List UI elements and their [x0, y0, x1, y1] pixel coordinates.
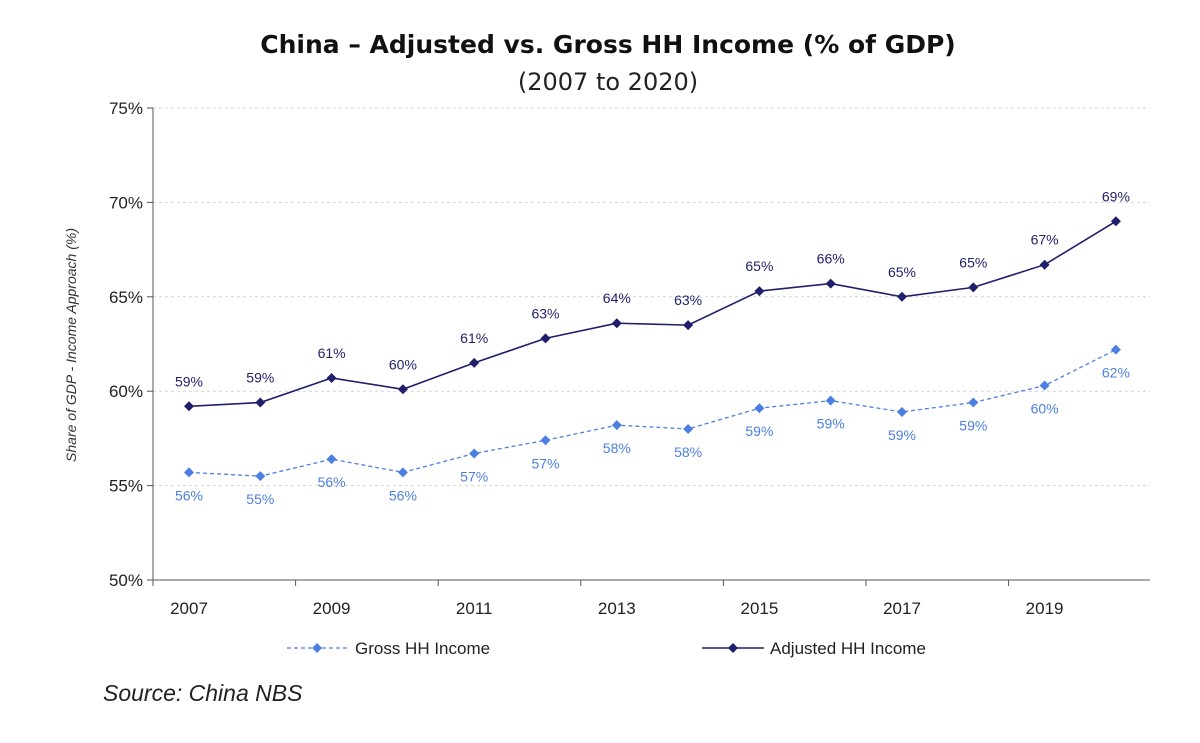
- data-label-adjusted: 59%: [175, 373, 203, 389]
- data-label-adjusted: 61%: [318, 345, 346, 361]
- data-point-gross: [397, 467, 408, 478]
- chart-title: China – Adjusted vs. Gross HH Income (% …: [260, 30, 955, 59]
- data-point-gross: [255, 471, 266, 482]
- data-point-adjusted: [825, 278, 836, 289]
- data-label-adjusted: 64%: [603, 290, 631, 306]
- data-point-adjusted: [397, 384, 408, 395]
- data-point-adjusted: [1110, 216, 1121, 227]
- data-label-gross: 62%: [1102, 365, 1130, 381]
- data-label-gross: 59%: [745, 423, 773, 439]
- data-label-adjusted: 65%: [959, 254, 987, 270]
- data-point-adjusted: [611, 318, 622, 329]
- y-tick-label: 75%: [109, 99, 143, 118]
- data-point-adjusted: [540, 333, 551, 344]
- data-label-adjusted: 67%: [1031, 232, 1059, 248]
- gridlines: [153, 107, 1150, 487]
- data-label-gross: 60%: [1031, 401, 1059, 417]
- data-point-gross: [469, 448, 480, 459]
- data-point-adjusted: [683, 320, 694, 331]
- chart-subtitle: (2007 to 2020): [518, 68, 698, 96]
- x-tick-label: 2015: [740, 599, 778, 618]
- x-tick-label: 2009: [313, 599, 351, 618]
- x-tick-label: 2017: [883, 599, 921, 618]
- data-label-gross: 59%: [888, 427, 916, 443]
- data-label-adjusted: 66%: [817, 251, 845, 267]
- data-label-gross: 57%: [460, 469, 488, 485]
- data-point-gross: [825, 395, 836, 406]
- data-label-gross: 58%: [603, 440, 631, 456]
- data-point-adjusted: [1039, 259, 1050, 270]
- data-point-adjusted: [326, 372, 337, 383]
- data-label-adjusted: 63%: [531, 305, 559, 321]
- legend-item-gross: Gross HH Income: [287, 639, 490, 658]
- data-point-gross: [326, 454, 337, 465]
- data-label-adjusted: 60%: [389, 356, 417, 372]
- data-point-gross: [897, 406, 907, 417]
- data-point-gross: [683, 423, 694, 434]
- data-point-gross: [1039, 380, 1050, 391]
- source-note: Source: China NBS: [103, 680, 303, 706]
- x-tick-label: 2011: [456, 599, 493, 618]
- x-tick-label: 2013: [598, 599, 636, 618]
- data-label-gross: 59%: [817, 416, 845, 432]
- data-point-gross: [754, 403, 765, 414]
- data-label-adjusted: 69%: [1102, 188, 1130, 204]
- y-tick-label: 65%: [109, 288, 143, 307]
- data-point-gross: [540, 435, 551, 446]
- data-label-adjusted: 63%: [674, 292, 702, 308]
- legend: Gross HH Income Adjusted HH Income: [287, 639, 926, 658]
- data-labels: 56% 55% 56% 56% 57% 57% 58% 58% 59% 59% 59% 59% 60% 6…: [175, 188, 1130, 507]
- data-point-adjusted: [754, 286, 765, 297]
- data-point-gross: [611, 420, 622, 431]
- data-label-gross: 57%: [531, 455, 559, 471]
- data-point-adjusted: [255, 397, 266, 408]
- data-label-gross: 56%: [318, 474, 346, 490]
- legend-label-adjusted: Adjusted HH Income: [770, 639, 926, 658]
- data-label-gross: 56%: [389, 487, 417, 503]
- data-point-adjusted: [469, 357, 480, 368]
- legend-marker-gross: [312, 643, 322, 653]
- series-line-adjusted: [188, 220, 1117, 408]
- data-point-gross: [184, 467, 194, 478]
- axes: 50% 55% 60% 65% 70% 75% 2007 2009 2011 2013 2015 20…: [109, 99, 1150, 618]
- data-label-gross: 56%: [175, 487, 203, 503]
- data-point-gross: [968, 397, 979, 408]
- legend-marker-adjusted: [728, 643, 738, 653]
- data-point-adjusted: [897, 291, 907, 302]
- legend-label-gross: Gross HH Income: [355, 639, 490, 658]
- data-label-adjusted: 59%: [246, 370, 274, 386]
- x-tick-label: 2019: [1026, 599, 1064, 618]
- data-point-gross: [1110, 344, 1121, 355]
- data-label-adjusted: 61%: [460, 330, 488, 346]
- x-tick-label: 2007: [170, 599, 208, 618]
- y-tick-label: 60%: [109, 382, 143, 401]
- data-label-adjusted: 65%: [745, 258, 773, 274]
- series-line-gross: [188, 349, 1117, 477]
- y-tick-label: 55%: [109, 477, 143, 496]
- legend-item-adjusted: Adjusted HH Income: [702, 639, 926, 658]
- data-point-adjusted: [968, 282, 979, 293]
- data-label-gross: 59%: [959, 418, 987, 434]
- data-label-adjusted: 65%: [888, 264, 916, 280]
- y-tick-label: 50%: [109, 571, 143, 590]
- data-label-gross: 58%: [674, 444, 702, 460]
- series-layer: [184, 216, 1121, 482]
- y-tick-label: 70%: [109, 193, 143, 212]
- data-label-gross: 55%: [246, 491, 274, 507]
- y-axis-label: Share of GDP - Income Approach (%): [63, 228, 79, 462]
- data-point-adjusted: [184, 401, 194, 412]
